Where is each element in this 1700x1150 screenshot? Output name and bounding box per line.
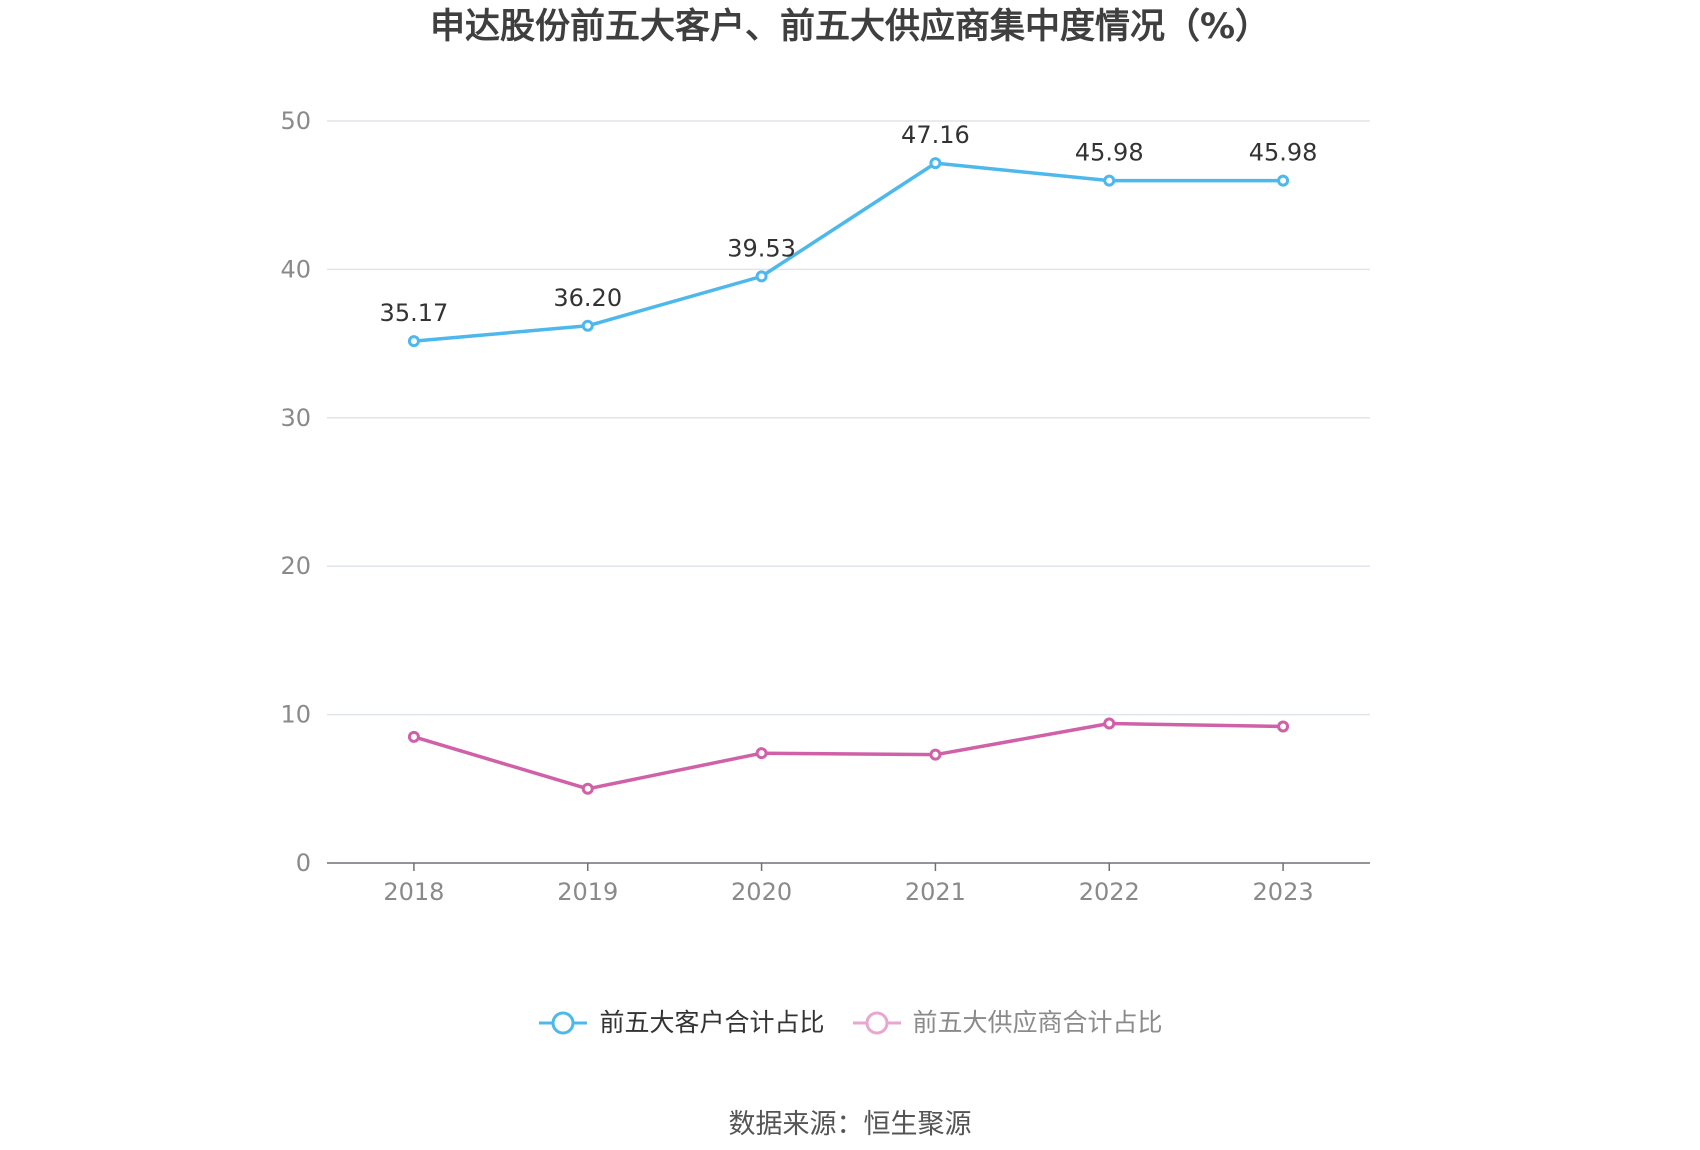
x-tick-label: 2021 <box>905 878 966 906</box>
data-point[interactable] <box>1277 174 1290 187</box>
y-tick-label: 20 <box>280 552 311 580</box>
source-note: 数据来源：恒生聚源 <box>728 1109 972 1140</box>
data-point[interactable] <box>581 782 594 795</box>
axes: 0 10 20 30 40 50 2018 2019 2020 2021 2022 2023 <box>280 107 1370 906</box>
data-point[interactable] <box>407 730 420 743</box>
legend-marker-suppliers-icon <box>852 1011 901 1035</box>
data-point[interactable] <box>1103 174 1116 187</box>
chart-title: 申达股份前五大客户、前五大供应商集中度情况（%） <box>429 7 1271 47</box>
data-point[interactable] <box>929 157 942 170</box>
legend: 前五大客户合计占比 前五大供应商合计占比 <box>0 1008 1700 1038</box>
series-lines <box>407 157 1290 795</box>
y-tick-label: 50 <box>280 107 311 135</box>
y-tick-label: 10 <box>280 701 311 729</box>
data-labels: 35.17 36.20 39.53 47.16 45.98 45.98 <box>380 121 1318 327</box>
x-tick-label: 2022 <box>1079 878 1140 906</box>
data-point[interactable] <box>755 270 768 283</box>
y-tick-label: 30 <box>280 404 311 432</box>
data-label: 35.17 <box>380 299 449 327</box>
legend-label-suppliers: 前五大供应商合计占比 <box>912 1008 1163 1037</box>
data-label: 36.20 <box>553 284 622 312</box>
y-tick-label: 40 <box>280 255 311 283</box>
data-label: 45.98 <box>1075 139 1144 167</box>
data-point[interactable] <box>407 335 420 348</box>
y-tick-label: 0 <box>296 849 311 877</box>
series-line-1 <box>413 721 1284 791</box>
legend-label-customers: 前五大客户合计占比 <box>599 1008 825 1037</box>
data-point[interactable] <box>1277 720 1290 733</box>
legend-item-customers[interactable]: 前五大客户合计占比 <box>537 1008 825 1038</box>
legend-marker-customers-icon <box>539 1011 588 1035</box>
x-tick-label: 2023 <box>1253 878 1314 906</box>
x-tick-label: 2018 <box>383 878 444 906</box>
legend-item-suppliers[interactable]: 前五大供应商合计占比 <box>851 1008 1163 1038</box>
data-label: 45.98 <box>1249 139 1318 167</box>
gridlines <box>327 120 1370 716</box>
data-point[interactable] <box>755 747 768 760</box>
x-tick-label: 2020 <box>731 878 792 906</box>
data-point[interactable] <box>1103 717 1116 730</box>
data-label: 47.16 <box>901 121 970 149</box>
line-chart: 0 10 20 30 40 50 2018 2019 2020 2021 2022 2023 35.1… <box>280 107 1370 906</box>
data-point[interactable] <box>929 748 942 761</box>
data-point[interactable] <box>581 319 594 332</box>
series-line-0 <box>413 161 1284 343</box>
data-label: 39.53 <box>727 234 796 262</box>
x-tick-label: 2019 <box>557 878 618 906</box>
